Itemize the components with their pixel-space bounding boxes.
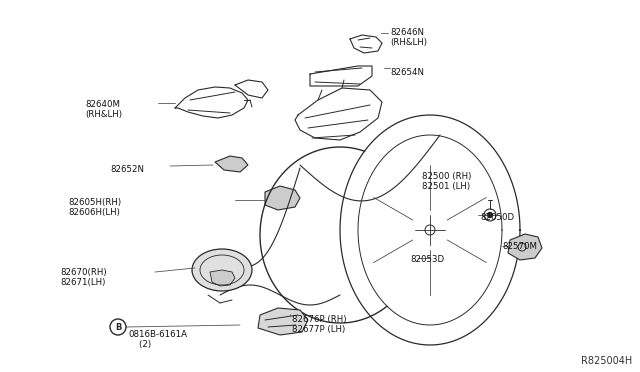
- Text: 82646N
(RH&LH): 82646N (RH&LH): [390, 28, 427, 47]
- Ellipse shape: [192, 249, 252, 291]
- Text: 82670(RH)
82671(LH): 82670(RH) 82671(LH): [60, 268, 107, 288]
- Text: 82652N: 82652N: [110, 165, 144, 174]
- Text: 0816B-6161A
    (2): 0816B-6161A (2): [128, 330, 187, 349]
- Text: 82640M
(RH&LH): 82640M (RH&LH): [85, 100, 122, 119]
- Text: 82654N: 82654N: [390, 68, 424, 77]
- Text: 82053D: 82053D: [410, 255, 444, 264]
- Text: 82500 (RH)
82501 (LH): 82500 (RH) 82501 (LH): [422, 172, 472, 192]
- Text: R825004H: R825004H: [580, 356, 632, 366]
- Text: 82605H(RH)
82606H(LH): 82605H(RH) 82606H(LH): [68, 198, 121, 217]
- Text: 82676P (RH)
82677P (LH): 82676P (RH) 82677P (LH): [292, 315, 346, 334]
- Text: B: B: [115, 323, 121, 331]
- Polygon shape: [258, 308, 308, 335]
- Polygon shape: [215, 156, 248, 172]
- Polygon shape: [508, 234, 542, 260]
- Polygon shape: [210, 270, 235, 286]
- Text: 82570M: 82570M: [502, 242, 537, 251]
- Text: 82050D: 82050D: [480, 213, 514, 222]
- Polygon shape: [265, 186, 300, 210]
- Circle shape: [488, 212, 493, 218]
